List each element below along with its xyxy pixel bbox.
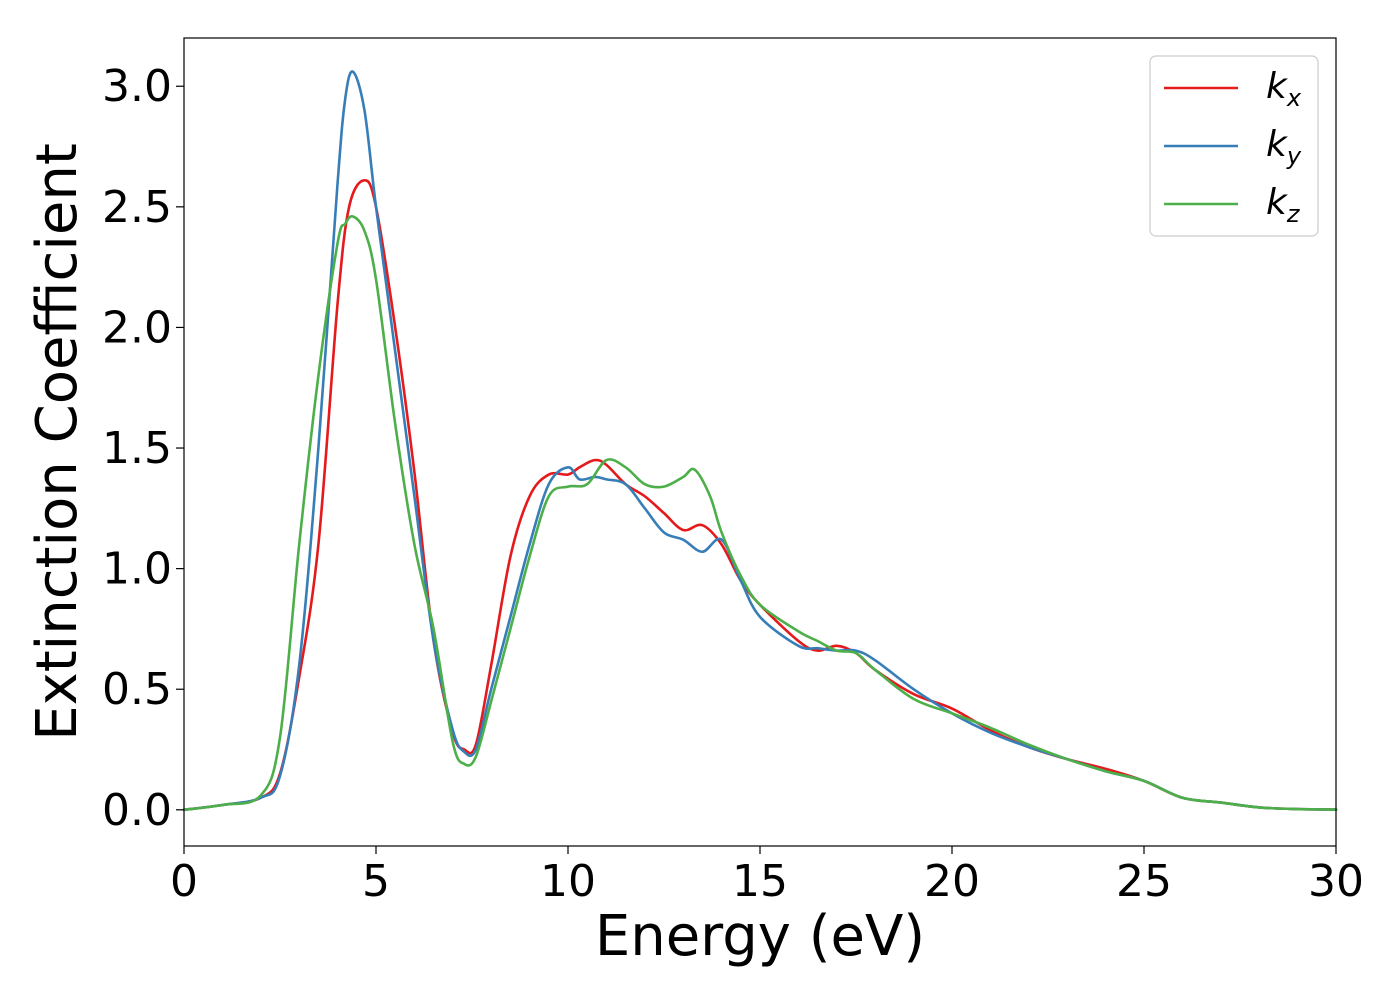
legend-label-kz: kz <box>1266 182 1301 228</box>
series-line-kx <box>182 179 1338 812</box>
plot-area <box>184 38 1336 846</box>
y-tick-label: 1.5 <box>102 423 172 474</box>
y-tick-label: 0.0 <box>102 785 172 836</box>
series-line-kz <box>182 214 1338 812</box>
legend-label-ky: ky <box>1266 124 1302 170</box>
series-lines <box>182 70 1338 812</box>
y-tick-label: 1.0 <box>102 544 172 595</box>
x-axis-ticks: 0 5 10 15 20 25 30 <box>170 846 1364 907</box>
x-tick-label: 5 <box>362 856 390 907</box>
x-tick-label: 25 <box>1116 856 1172 907</box>
y-tick-label: 2.5 <box>102 182 172 233</box>
legend-label-kx: kx <box>1266 66 1302 112</box>
y-tick-label: 3.0 <box>102 61 172 112</box>
x-tick-label: 15 <box>732 856 788 907</box>
y-tick-label: 0.5 <box>102 664 172 715</box>
legend: kx ky kz <box>1149 55 1319 237</box>
y-tick-label: 2.0 <box>102 302 172 353</box>
x-tick-label: 30 <box>1308 856 1364 907</box>
series-line-ky <box>182 70 1338 812</box>
x-tick-label: 0 <box>170 856 198 907</box>
x-axis-label: Energy (eV) <box>595 904 925 969</box>
y-axis-ticks: 0.0 0.5 1.0 1.5 2.0 2.5 3.0 <box>102 61 184 836</box>
y-axis-label: Extinction Coefficient <box>25 143 90 741</box>
x-tick-label: 20 <box>924 856 980 907</box>
x-tick-label: 10 <box>540 856 596 907</box>
